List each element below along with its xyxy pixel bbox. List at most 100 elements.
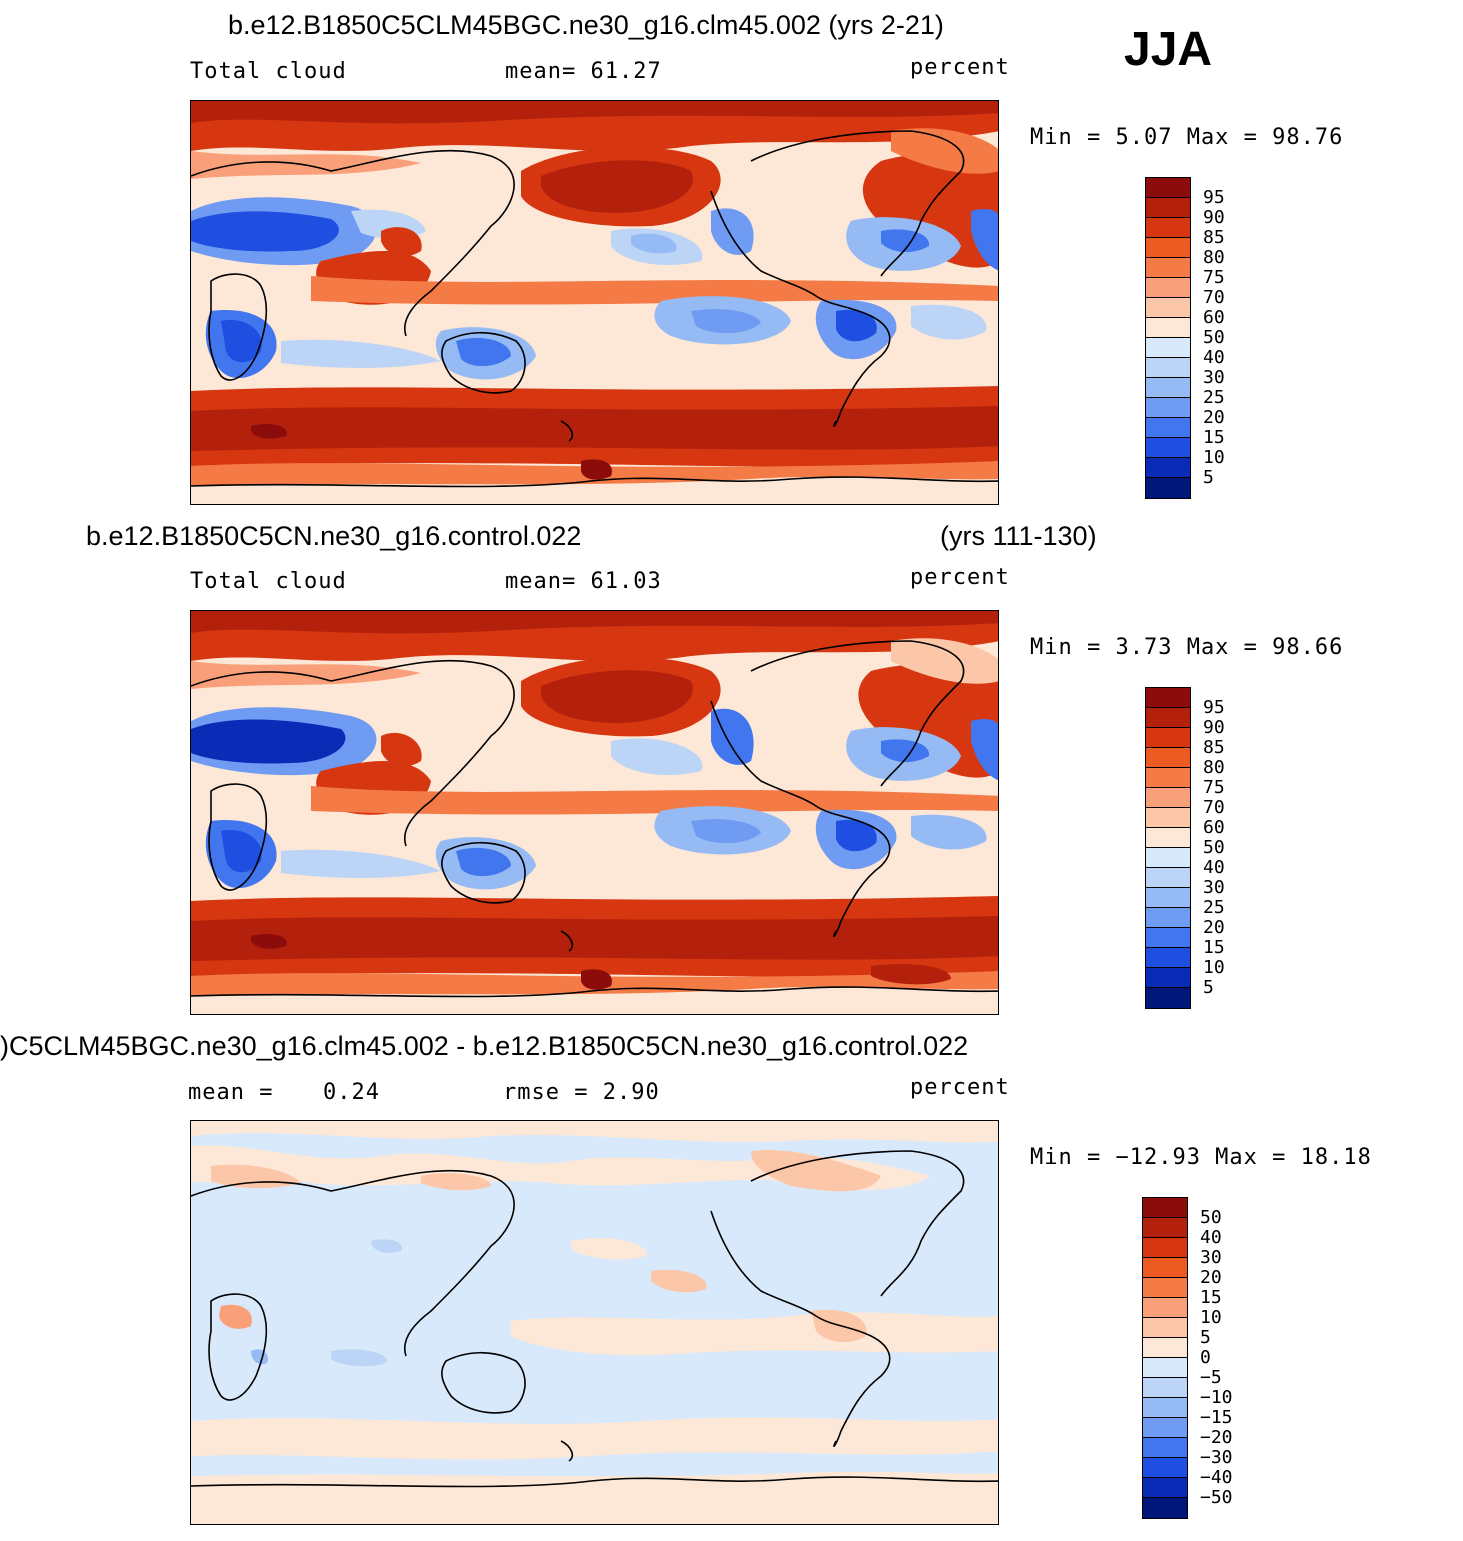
panel1-colorbar-swatch bbox=[1146, 458, 1190, 478]
panel1-title: b.e12.B1850C5CLM45BGC.ne30_g16.clm45.002… bbox=[228, 10, 944, 40]
panel3-colorbar-label: 40 bbox=[1200, 1227, 1222, 1248]
panel2-colorbar-swatch bbox=[1146, 968, 1190, 988]
panel1-map-field bbox=[191, 101, 998, 504]
panel3-colorbar-swatch bbox=[1143, 1318, 1187, 1338]
panel1-mean: mean= 61.27 bbox=[505, 59, 662, 84]
panel2-map-field bbox=[191, 611, 998, 1014]
panel1-colorbar-swatch bbox=[1146, 418, 1190, 438]
panel2-map bbox=[190, 610, 999, 1015]
panel1-colorbar-swatch bbox=[1146, 338, 1190, 358]
panel3-title: )C5CLM45BGC.ne30_g16.clm45.002 - b.e12.B… bbox=[0, 1031, 969, 1061]
panel3-colorbar-swatch bbox=[1143, 1498, 1187, 1518]
panel3-colorbar-swatch bbox=[1143, 1198, 1187, 1218]
panel2-colorbar-label: 40 bbox=[1203, 857, 1225, 878]
panel2-units: percent bbox=[910, 565, 1010, 590]
panel3-colorbar bbox=[1142, 1197, 1188, 1519]
panel2-minmax: Min = 3.73 Max = 98.66 bbox=[1030, 635, 1344, 660]
panel1-colorbar-label: 10 bbox=[1203, 447, 1225, 468]
panel1-colorbar-swatch bbox=[1146, 258, 1190, 278]
panel2-colorbar-swatch bbox=[1146, 828, 1190, 848]
panel1-colorbar-label: 60 bbox=[1203, 307, 1225, 328]
panel1-colorbar-label: 70 bbox=[1203, 287, 1225, 308]
panel2-colorbar-label: 80 bbox=[1203, 757, 1225, 778]
panel3-colorbar-label: 20 bbox=[1200, 1267, 1222, 1288]
panel3-colorbar-swatch bbox=[1143, 1238, 1187, 1258]
panel1-colorbar-label: 80 bbox=[1203, 247, 1225, 268]
panel3-mean-label: mean = bbox=[188, 1080, 274, 1105]
panel2-colorbar-swatch bbox=[1146, 708, 1190, 728]
panel1-colorbar-swatch bbox=[1146, 198, 1190, 218]
panel2-colorbar-label: 70 bbox=[1203, 797, 1225, 818]
panel3-colorbar-label: 30 bbox=[1200, 1247, 1222, 1268]
panel1-colorbar-swatch bbox=[1146, 438, 1190, 458]
panel1-minmax: Min = 5.07 Max = 98.76 bbox=[1030, 125, 1344, 150]
panel2-colorbar-swatch bbox=[1146, 748, 1190, 768]
panel2-colorbar-label: 25 bbox=[1203, 897, 1225, 918]
panel1-variable: Total cloud bbox=[190, 59, 347, 84]
panel3-colorbar-label: 15 bbox=[1200, 1287, 1222, 1308]
panel2-colorbar-label: 60 bbox=[1203, 817, 1225, 838]
panel1-colorbar-swatch bbox=[1146, 318, 1190, 338]
panel2-colorbar-label: 5 bbox=[1203, 977, 1214, 998]
panel3-colorbar-swatch bbox=[1143, 1378, 1187, 1398]
panel3-colorbar-label: 10 bbox=[1200, 1307, 1222, 1328]
panel3-colorbar-label: −15 bbox=[1200, 1407, 1233, 1428]
panel2-colorbar-label: 50 bbox=[1203, 837, 1225, 858]
panel3-colorbar-label: −50 bbox=[1200, 1487, 1233, 1508]
panel1-colorbar-label: 85 bbox=[1203, 227, 1225, 248]
panel1-colorbar-swatch bbox=[1146, 398, 1190, 418]
panel1-colorbar-swatch bbox=[1146, 238, 1190, 258]
panel2-colorbar-swatch bbox=[1146, 788, 1190, 808]
panel1-colorbar-label: 40 bbox=[1203, 347, 1225, 368]
panel2-mean: mean= 61.03 bbox=[505, 569, 662, 594]
panel2-colorbar-label: 75 bbox=[1203, 777, 1225, 798]
panel2-colorbar-label: 15 bbox=[1203, 937, 1225, 958]
panel3-colorbar-label: −10 bbox=[1200, 1387, 1233, 1408]
panel3-minmax: Min = −12.93 Max = 18.18 bbox=[1030, 1145, 1372, 1170]
panel2-colorbar-swatch bbox=[1146, 988, 1190, 1008]
panel1-colorbar-swatch bbox=[1146, 218, 1190, 238]
panel2-colorbar-swatch bbox=[1146, 948, 1190, 968]
panel1-colorbar-swatch bbox=[1146, 478, 1190, 498]
panel3-colorbar-label: −5 bbox=[1200, 1367, 1222, 1388]
panel3-colorbar-swatch bbox=[1143, 1298, 1187, 1318]
panel1-colorbar-swatch bbox=[1146, 358, 1190, 378]
panel3-map-field bbox=[191, 1121, 998, 1524]
panel1-colorbar-label: 5 bbox=[1203, 467, 1214, 488]
panel3-colorbar-swatch bbox=[1143, 1278, 1187, 1298]
panel3-map bbox=[190, 1120, 999, 1525]
panel2-colorbar-label: 95 bbox=[1203, 697, 1225, 718]
panel3-colorbar-swatch bbox=[1143, 1358, 1187, 1378]
panel3-colorbar-swatch bbox=[1143, 1478, 1187, 1498]
panel2-title-years: (yrs 111-130) bbox=[940, 521, 1097, 551]
panel2-colorbar-swatch bbox=[1146, 928, 1190, 948]
panel1-colorbar-label: 15 bbox=[1203, 427, 1225, 448]
panel2-variable: Total cloud bbox=[190, 569, 347, 594]
panel1-map bbox=[190, 100, 999, 505]
panel2-colorbar-label: 20 bbox=[1203, 917, 1225, 938]
panel3-colorbar-swatch bbox=[1143, 1398, 1187, 1418]
panel2-colorbar-swatch bbox=[1146, 688, 1190, 708]
panel1-colorbar-label: 25 bbox=[1203, 387, 1225, 408]
panel3-colorbar-label: 50 bbox=[1200, 1207, 1222, 1228]
panel1-colorbar-label: 50 bbox=[1203, 327, 1225, 348]
panel3-units: percent bbox=[910, 1075, 1010, 1100]
panel2-colorbar-swatch bbox=[1146, 768, 1190, 788]
panel1-colorbar-label: 30 bbox=[1203, 367, 1225, 388]
panel2-colorbar-swatch bbox=[1146, 908, 1190, 928]
panel3-colorbar-label: −40 bbox=[1200, 1467, 1233, 1488]
panel3-colorbar-label: 5 bbox=[1200, 1327, 1211, 1348]
panel2-colorbar-label: 85 bbox=[1203, 737, 1225, 758]
panel3-colorbar-label: −30 bbox=[1200, 1447, 1233, 1468]
panel3-rmse: rmse = 2.90 bbox=[503, 1080, 660, 1105]
panel1-colorbar-swatch bbox=[1146, 378, 1190, 398]
panel2-colorbar-swatch bbox=[1146, 888, 1190, 908]
panel1-colorbar-swatch bbox=[1146, 178, 1190, 198]
panel2-colorbar-swatch bbox=[1146, 848, 1190, 868]
panel3-colorbar-label: 0 bbox=[1200, 1347, 1211, 1368]
panel3-colorbar-swatch bbox=[1143, 1258, 1187, 1278]
panel3-colorbar-swatch bbox=[1143, 1338, 1187, 1358]
panel2-colorbar-swatch bbox=[1146, 728, 1190, 748]
panel1-colorbar-label: 95 bbox=[1203, 187, 1225, 208]
panel1-colorbar-swatch bbox=[1146, 278, 1190, 298]
